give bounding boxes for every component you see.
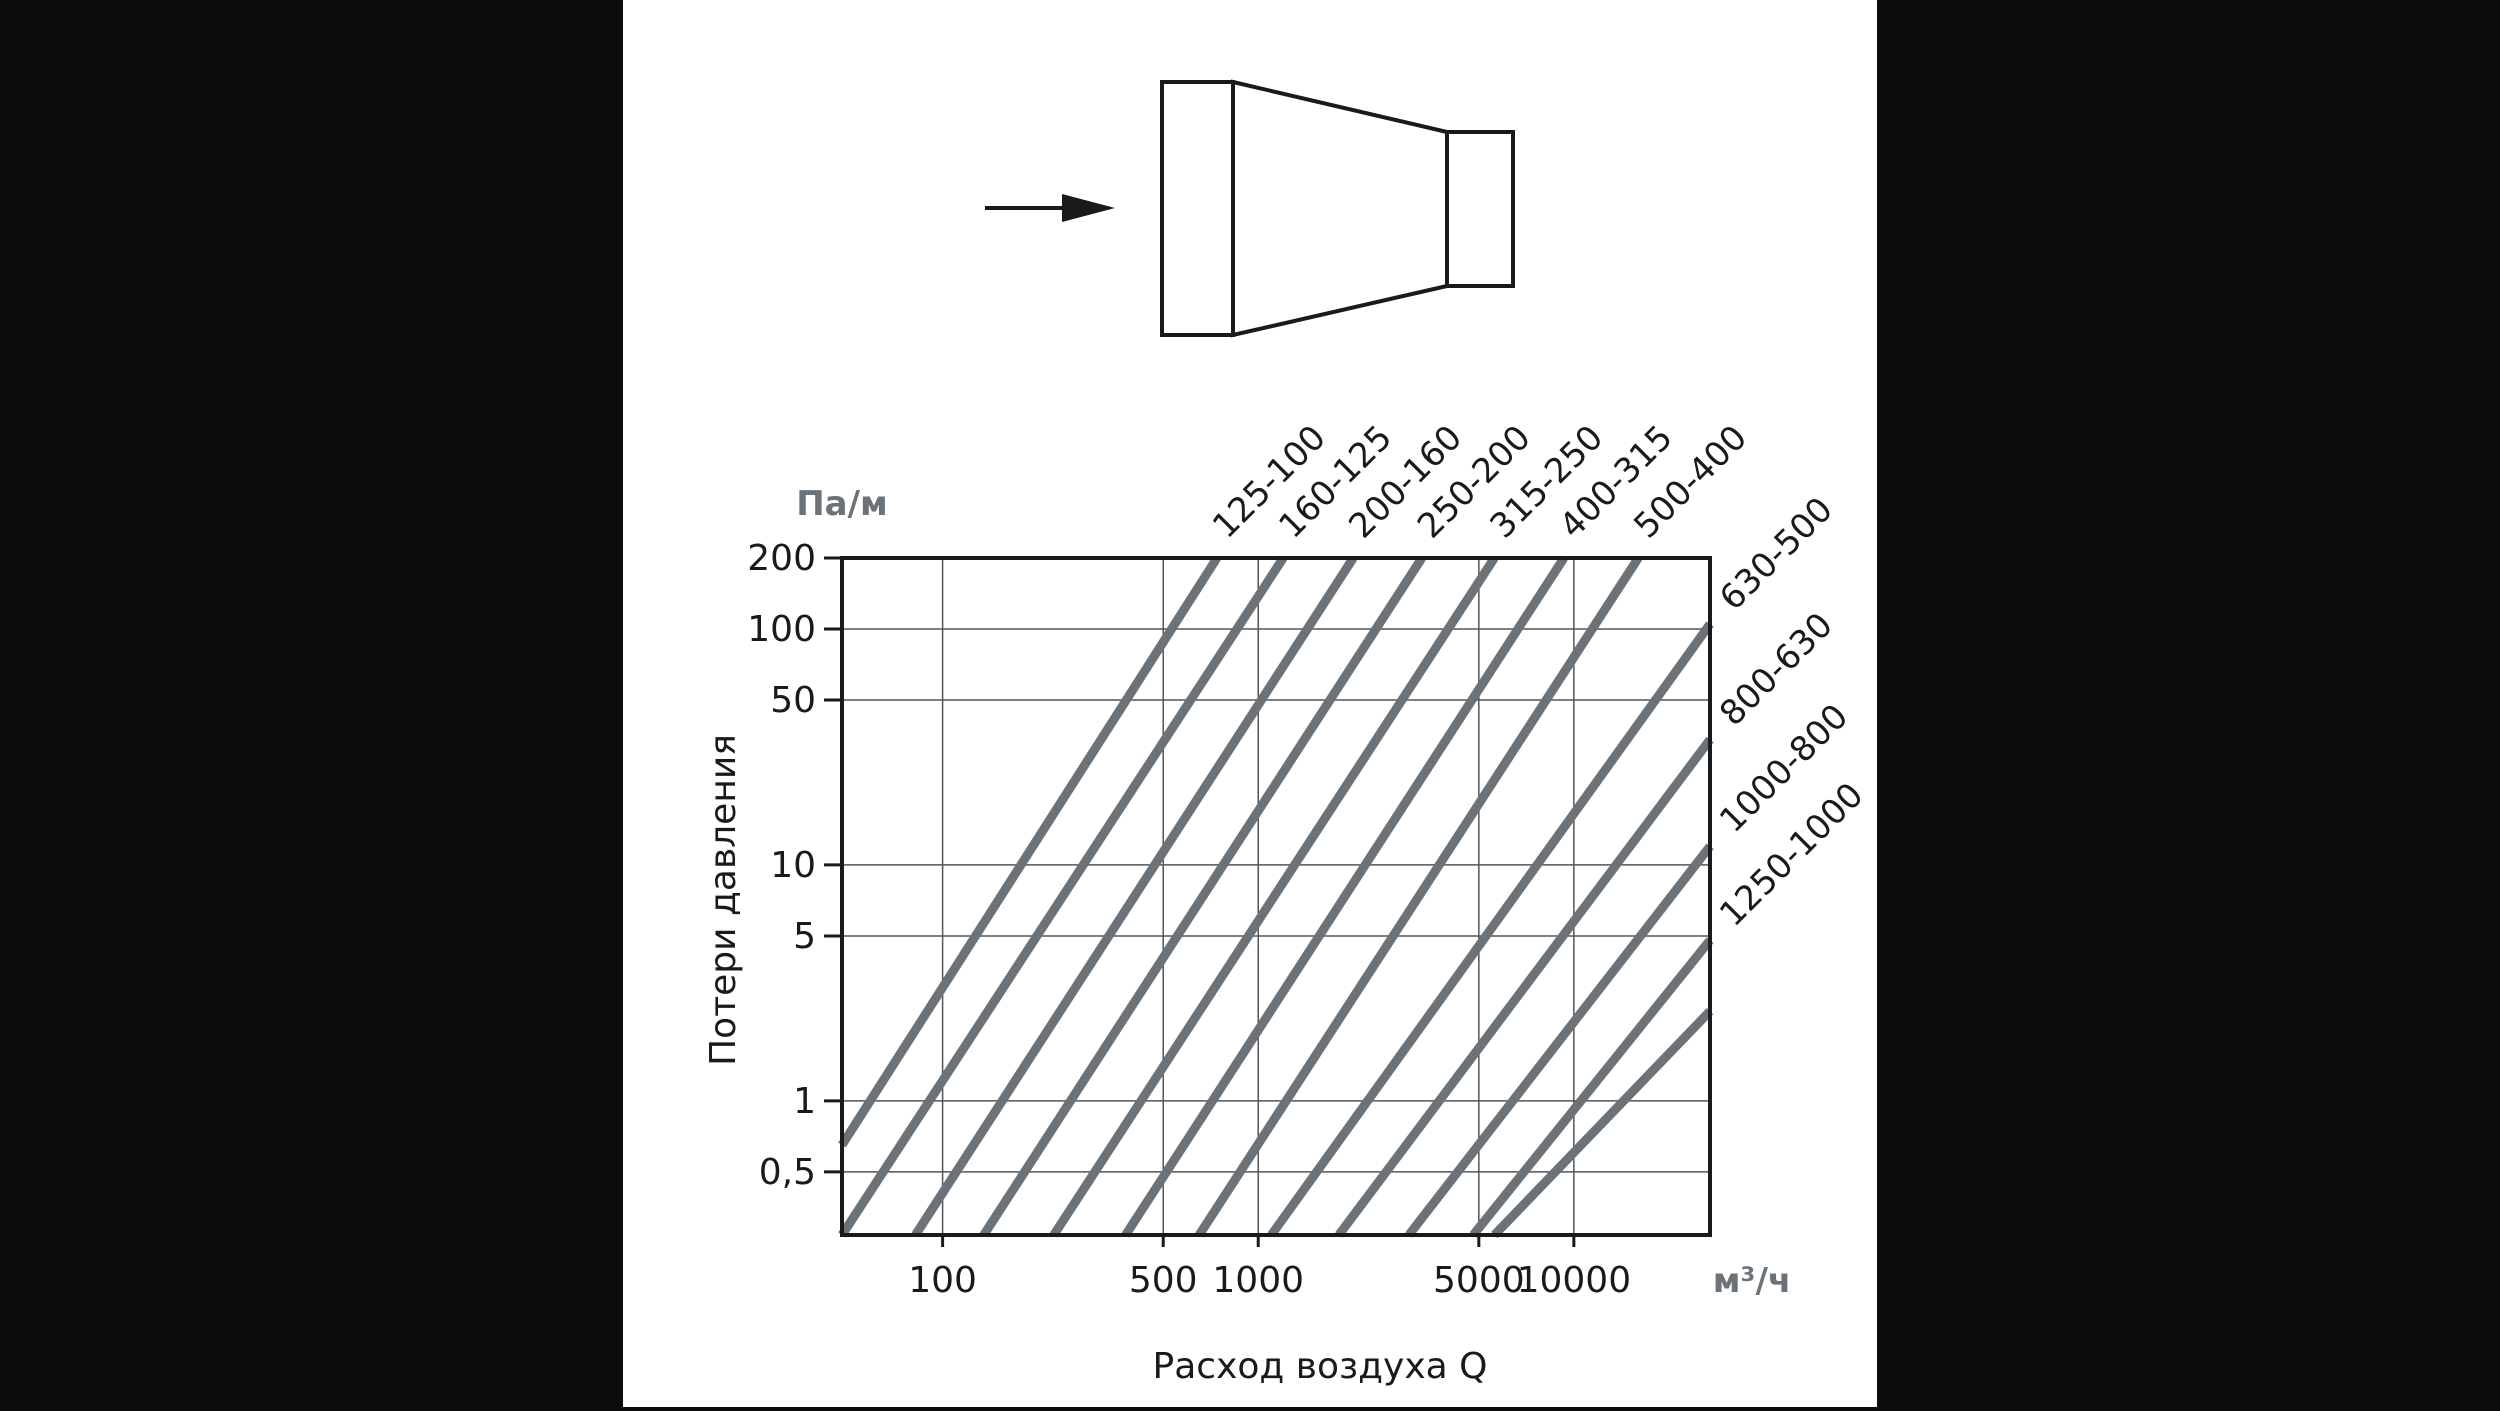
series-line-1250-1000 [1469, 937, 1714, 1238]
series-line-630-500 [1267, 621, 1714, 1238]
reducer-diagram [1160, 79, 1515, 338]
y-tick-label: 200 [747, 538, 816, 579]
y-tick-label: 10 [770, 845, 816, 886]
series-line-250-200 [979, 555, 1426, 1238]
y-tick-label: 5 [793, 916, 816, 957]
y-unit-label: Па/м [796, 484, 888, 524]
series-line-400-315 [1121, 555, 1568, 1238]
series-line-800-630 [1335, 736, 1714, 1238]
chart-series [838, 555, 1714, 1239]
x-tick-label: 1000 [1212, 1260, 1304, 1301]
plot-frame [840, 556, 1712, 1237]
series-line-1000-800 [1405, 843, 1714, 1238]
y-tick-labels: 200 100 50 10 5 1 0,5 [747, 538, 816, 1193]
x-tick-label: 5000 [1433, 1260, 1525, 1301]
series-line-315-250 [1049, 555, 1499, 1238]
y-axis-title: Потери давления [703, 734, 744, 1066]
y-tick-label: 50 [770, 680, 816, 721]
y-tick-label: 1 [793, 1081, 816, 1122]
y-tick-label: 100 [747, 609, 816, 650]
series-line-200-160 [911, 555, 1358, 1238]
series-line-500-400 [1195, 555, 1643, 1238]
flow-direction-arrow-icon [985, 194, 1115, 222]
series-line-160-125 [838, 555, 1287, 1238]
chart-grid [824, 556, 1710, 1247]
series-line-125-100 [838, 555, 1221, 1148]
x-unit-label: м³/ч [1713, 1261, 1791, 1301]
x-tick-label: 100 [908, 1260, 977, 1301]
x-tick-label: 500 [1129, 1260, 1198, 1301]
reducer-outlet-collar [1445, 130, 1515, 288]
y-tick-label: 0,5 [759, 1152, 816, 1193]
series-line-unlabeled [1491, 1008, 1714, 1239]
x-tick-label: 10000 [1517, 1260, 1632, 1301]
x-axis-title: Расход воздуха Q [1153, 1346, 1488, 1387]
